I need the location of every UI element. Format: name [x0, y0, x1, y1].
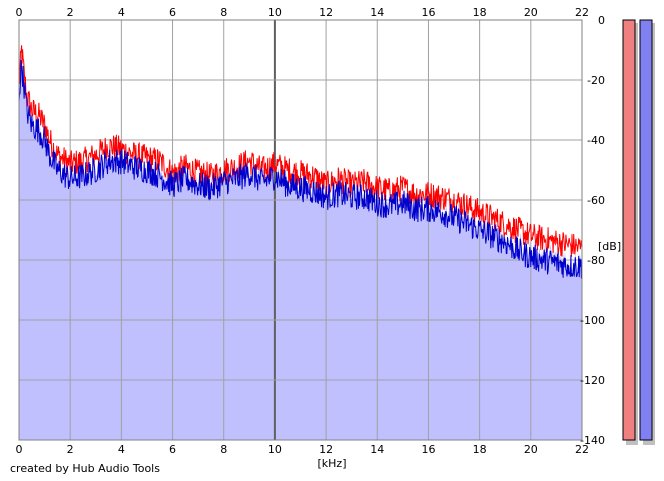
y-tick-label: -100: [580, 314, 605, 327]
spectrum-series-line: [18, 60, 583, 279]
y-ticks: 0 -20 -40 -60 -80 -100 -120 -140: [580, 14, 605, 447]
x-tick-label-bottom: 22: [575, 443, 589, 456]
x-tick-label-bottom: 10: [268, 443, 282, 456]
x-tick-label-bottom: 4: [118, 443, 125, 456]
spectrum-fill-layer: [19, 54, 582, 440]
x-tick-label-top: 12: [319, 6, 333, 19]
x-tick-label-bottom: 18: [473, 443, 487, 456]
y-tick-label: 0: [598, 14, 605, 27]
plot-frame: [18, 19, 583, 441]
y-axis-label: [dB]: [598, 240, 621, 253]
credit-text: created by Hub Audio Tools: [10, 462, 160, 475]
x-tick-label-bottom: 12: [319, 443, 333, 456]
level-meter-bar: [639, 19, 653, 441]
series-layer: [18, 45, 583, 279]
x-tick-label-bottom: 6: [169, 443, 176, 456]
x-tick-label-top: 2: [67, 6, 74, 19]
x-tick-label-top: 22: [575, 6, 589, 19]
spectrum-series-line: [18, 45, 583, 257]
x-ticks-bottom: 0 2 4 6 8 10 12 14 16 18 20 22: [16, 443, 590, 456]
x-tick-label-top: 14: [370, 6, 384, 19]
x-tick-label-bottom: 20: [524, 443, 538, 456]
grid-layer: [18, 19, 583, 441]
x-tick-label-top: 18: [473, 6, 487, 19]
y-tick-label: -60: [587, 194, 605, 207]
y-tick-label: -140: [580, 434, 605, 447]
x-tick-label-bottom: 2: [67, 443, 74, 456]
x-tick-label-top: 4: [118, 6, 125, 19]
level-meters: [622, 19, 655, 445]
y-tick-label: -40: [587, 134, 605, 147]
x-tick-label-top: 8: [220, 6, 227, 19]
x-tick-label-bottom: 8: [220, 443, 227, 456]
y-tick-label: -80: [587, 254, 605, 267]
x-tick-label-top: 10: [268, 6, 282, 19]
y-tick-label: -20: [587, 74, 605, 87]
x-tick-label-bottom: 0: [16, 443, 23, 456]
x-tick-label-top: 6: [169, 6, 176, 19]
y-tick-label: -120: [580, 374, 605, 387]
x-axis-label: [kHz]: [318, 457, 347, 470]
x-tick-label-top: 0: [16, 6, 23, 19]
x-tick-label-top: 20: [524, 6, 538, 19]
x-ticks-top: 0 2 4 6 8 10 12 14 16 18 20 22: [16, 6, 590, 19]
x-tick-label-top: 16: [421, 6, 435, 19]
spectrum-area-fill: [19, 54, 582, 440]
level-meter-bar: [622, 19, 636, 441]
x-tick-label-bottom: 16: [421, 443, 435, 456]
x-tick-label-bottom: 14: [370, 443, 384, 456]
